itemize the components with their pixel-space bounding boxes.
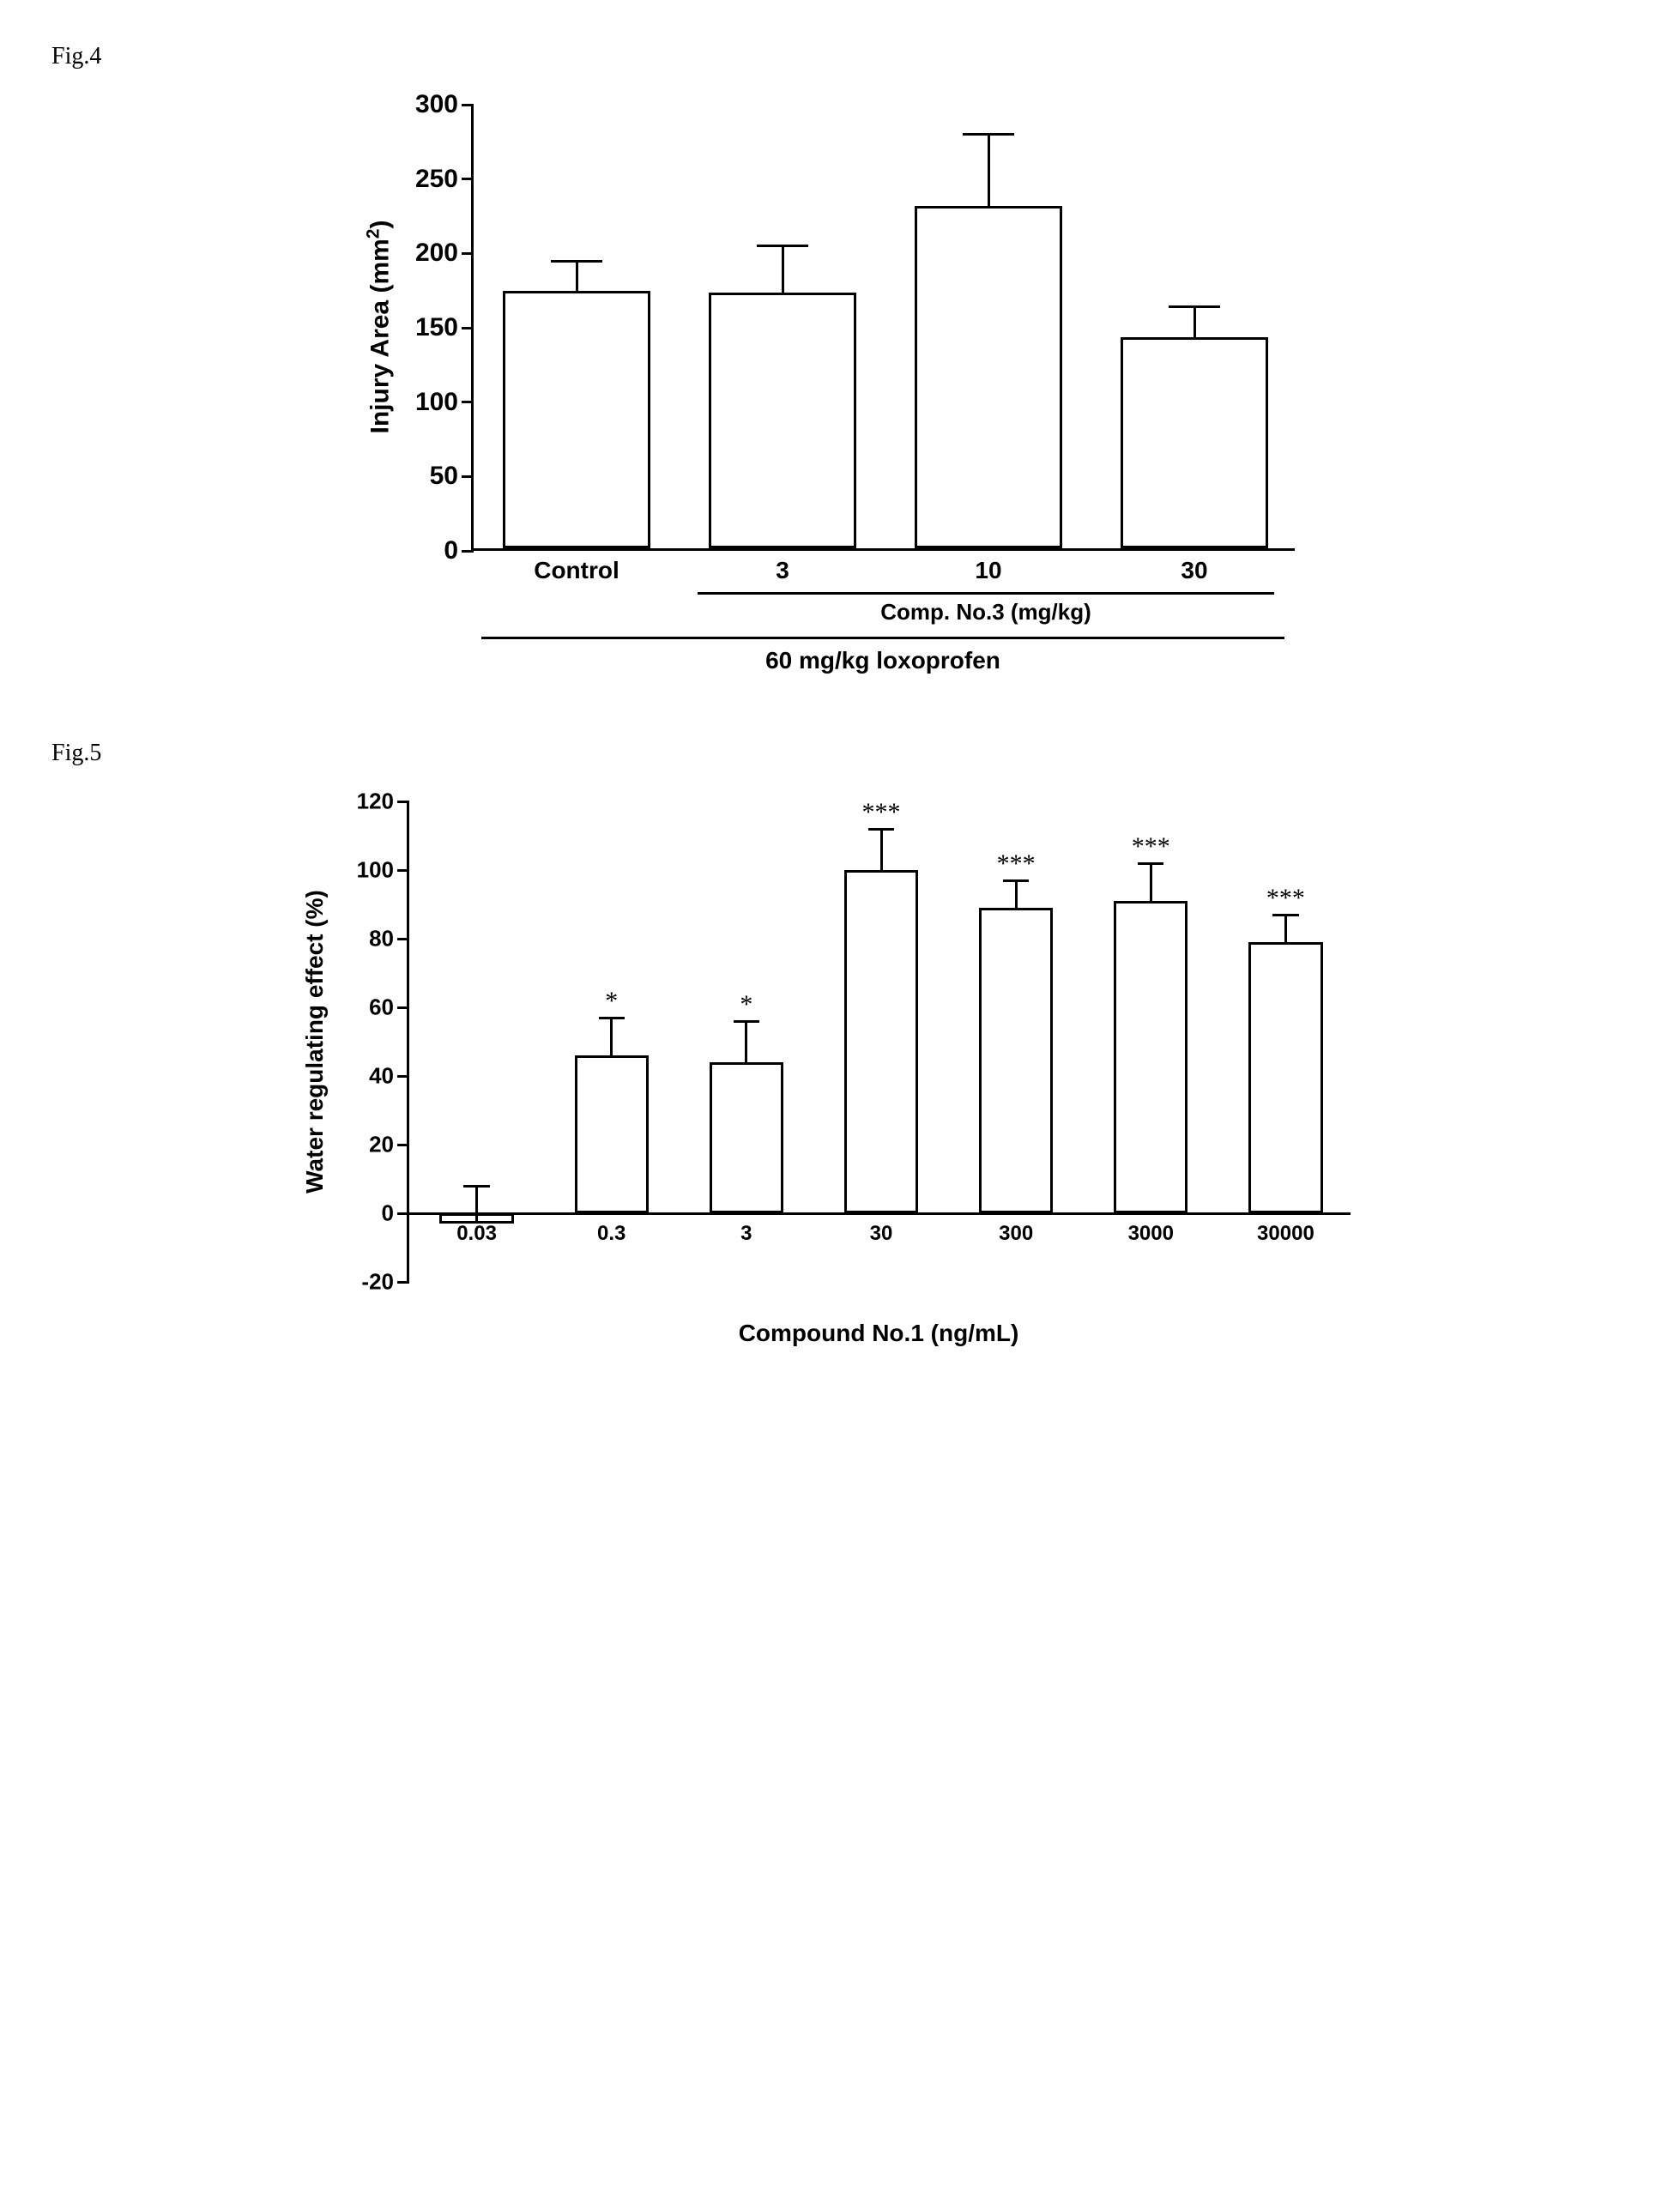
fig4-axis-below: Comp. No.3 (mg/kg) 60 mg/kg loxoprofen: [471, 551, 1295, 688]
error-cap: [1138, 862, 1163, 865]
fig5-label: Fig.5: [51, 740, 1629, 767]
ytick-label: 200: [415, 239, 474, 268]
ytick-label: 300: [415, 90, 474, 119]
error-cap: [1272, 914, 1298, 916]
group-label-loxoprofen: 60 mg/kg loxoprofen: [765, 647, 1000, 674]
y-axis-label: Injury Area (mm2): [364, 220, 396, 433]
x-category-label: 0.03: [456, 1213, 497, 1246]
significance-marker: ***: [1132, 832, 1170, 861]
bar: [710, 1062, 783, 1213]
ytick-label: 100: [415, 388, 474, 417]
significance-marker: ***: [1266, 884, 1305, 913]
x-category-label: 3000: [1128, 1213, 1174, 1246]
error-cap: [599, 1017, 625, 1019]
bar: [1114, 901, 1187, 1213]
bar: [503, 291, 651, 548]
bar: [979, 908, 1053, 1213]
ytick-label: 120: [357, 789, 409, 815]
error-bar: [880, 829, 883, 870]
error-bar: [1194, 307, 1196, 340]
error-cap: [734, 1020, 759, 1023]
error-bar: [782, 246, 784, 295]
error-bar: [610, 1018, 613, 1055]
error-bar: [1284, 915, 1287, 942]
error-cap: [963, 133, 1014, 136]
ytick-label: -20: [361, 1269, 409, 1296]
x-axis-label: Compound No.1 (ng/mL): [739, 1320, 1019, 1347]
significance-marker: ***: [862, 798, 901, 827]
fig4-plot-area: 050100150200250300Injury Area (mm2)Contr…: [471, 105, 1295, 551]
fig4-label: Fig.4: [51, 43, 1629, 70]
bar: [709, 293, 857, 548]
group-label-compound: Comp. No.3 (mg/kg): [880, 599, 1091, 626]
y-axis-label: Water regulating effect (%): [301, 890, 329, 1194]
ytick-label: 0: [444, 536, 474, 565]
bar: [1121, 337, 1269, 548]
significance-marker: *: [740, 990, 752, 1019]
bar: [1248, 942, 1322, 1213]
x-category-label: 30: [870, 1213, 893, 1246]
error-cap: [1169, 305, 1220, 308]
ytick-label: 20: [369, 1132, 409, 1158]
x-category-label: 0.3: [597, 1213, 625, 1246]
error-bar: [745, 1021, 747, 1062]
fig5-plot-area: -20020406080100120Water regulating effec…: [407, 801, 1351, 1282]
ytick-label: 100: [357, 857, 409, 884]
error-cap: [868, 828, 894, 831]
bar: [575, 1055, 649, 1213]
ytick-label: 50: [430, 462, 474, 491]
ytick-label: 150: [415, 313, 474, 342]
error-bar: [1150, 863, 1152, 901]
fig5-chart: -20020406080100120Water regulating effec…: [261, 801, 1419, 1368]
bar: [844, 870, 918, 1213]
fig5-axis-below: Compound No.1 (ng/mL): [407, 1282, 1351, 1368]
ytick-label: 60: [369, 994, 409, 1021]
bar: [915, 206, 1063, 548]
ytick-label: 0: [382, 1200, 409, 1227]
fig4-chart: 050100150200250300Injury Area (mm2)Contr…: [325, 105, 1355, 688]
error-cap: [463, 1185, 489, 1188]
significance-marker: ***: [997, 849, 1036, 879]
significance-marker: *: [605, 987, 618, 1016]
ytick-label: 80: [369, 926, 409, 952]
ytick-label: 40: [369, 1063, 409, 1090]
error-bar: [576, 261, 578, 293]
x-category-label: 300: [999, 1213, 1033, 1246]
group-line-loxoprofen: [481, 637, 1284, 639]
x-category-label: 3: [740, 1213, 752, 1246]
error-cap: [757, 245, 808, 247]
error-cap: [1003, 879, 1029, 882]
error-bar: [988, 135, 990, 209]
group-line-compound: [698, 592, 1274, 595]
error-cap: [551, 260, 602, 263]
ytick-label: 250: [415, 165, 474, 194]
x-category-label: 30000: [1257, 1213, 1314, 1246]
error-bar: [1015, 880, 1018, 908]
